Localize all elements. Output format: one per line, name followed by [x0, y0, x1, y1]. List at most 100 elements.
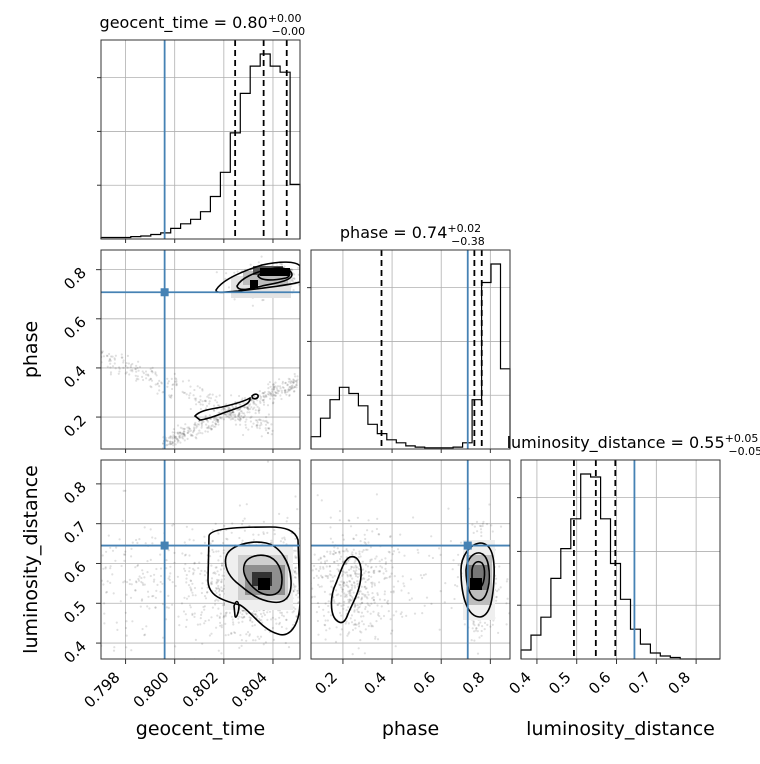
sample-point — [239, 611, 242, 614]
sample-point — [154, 371, 157, 374]
sample-point — [159, 567, 163, 570]
sample-point — [248, 633, 251, 636]
sample-point — [146, 373, 150, 376]
sample-point — [267, 387, 270, 390]
sample-point — [476, 530, 479, 533]
sample-point — [137, 378, 140, 381]
sample-point — [255, 425, 258, 428]
sample-point — [263, 391, 266, 394]
sample-point — [389, 535, 392, 538]
sample-point — [345, 561, 348, 565]
sample-point — [217, 550, 220, 553]
sample-point — [259, 397, 262, 400]
sample-point — [389, 618, 392, 621]
sample-point — [285, 520, 288, 523]
sample-point — [498, 565, 501, 568]
sample-point — [287, 380, 290, 383]
sample-point — [227, 415, 230, 418]
sample-point — [214, 522, 217, 525]
sample-point — [349, 617, 352, 620]
sample-point — [230, 615, 233, 618]
sample-point — [193, 562, 196, 565]
sample-point — [363, 585, 366, 589]
sample-point — [272, 638, 275, 642]
sample-point — [212, 572, 215, 575]
sample-point — [286, 390, 289, 394]
sample-point — [352, 537, 355, 540]
sample-point — [175, 380, 178, 383]
sample-point — [287, 389, 290, 392]
sample-point — [188, 394, 191, 397]
sample-point — [222, 408, 225, 411]
sample-point — [134, 367, 137, 370]
sample-point — [228, 611, 231, 615]
sample-point — [237, 617, 240, 620]
sample-point — [384, 567, 387, 571]
sample-point — [280, 389, 283, 392]
sample-point — [172, 434, 175, 437]
sample-point — [456, 576, 459, 579]
sample-point — [340, 614, 343, 617]
sample-point — [232, 411, 235, 414]
sample-point — [205, 426, 208, 429]
sample-point — [261, 615, 264, 618]
sample-point — [385, 576, 388, 580]
sample-point — [173, 439, 176, 443]
sample-point — [450, 606, 453, 610]
sample-point — [227, 412, 230, 415]
sample-point — [217, 423, 220, 426]
sample-point — [360, 585, 363, 588]
sample-point — [131, 541, 134, 544]
sample-point — [178, 434, 181, 437]
sample-point — [218, 615, 221, 618]
sample-point — [203, 574, 206, 577]
sample-point — [217, 599, 220, 602]
sample-point — [118, 366, 121, 369]
sample-point — [103, 602, 106, 605]
sample-point — [239, 419, 242, 422]
sample-point — [156, 382, 159, 385]
sample-point — [189, 433, 192, 436]
sample-point — [306, 568, 308, 570]
sample-point — [173, 437, 176, 440]
sample-point — [169, 442, 172, 445]
sample-point — [383, 598, 386, 602]
sample-point — [323, 590, 326, 594]
sample-point — [350, 621, 354, 624]
sample-point — [216, 614, 219, 617]
sample-point — [430, 602, 433, 606]
sample-point — [168, 394, 171, 397]
sample-point — [291, 386, 294, 389]
sample-point — [311, 569, 314, 572]
sample-point — [114, 559, 117, 562]
sample-point — [257, 409, 260, 412]
sample-point — [335, 626, 338, 629]
sample-point — [328, 573, 331, 576]
sample-point — [209, 542, 212, 545]
sample-point — [295, 380, 298, 383]
sample-point — [244, 423, 247, 426]
sample-point — [135, 581, 138, 584]
sample-point — [259, 419, 262, 422]
sample-point — [203, 605, 206, 608]
sample-point — [376, 517, 379, 521]
sample-point — [169, 443, 172, 446]
sample-point — [228, 412, 231, 415]
sample-point — [290, 268, 293, 271]
contour-small — [233, 600, 240, 618]
sample-point — [308, 553, 310, 555]
sample-point — [341, 550, 344, 553]
sample-point — [353, 561, 356, 564]
sample-point — [149, 574, 152, 578]
sample-point — [301, 602, 303, 604]
sample-point — [367, 571, 370, 574]
sample-point — [261, 392, 264, 395]
sample-point — [350, 553, 353, 556]
sample-point — [328, 627, 331, 630]
sample-point — [238, 646, 241, 650]
sample-point — [232, 410, 235, 414]
sample-point — [361, 601, 364, 604]
sample-point — [372, 569, 375, 573]
sample-point — [346, 550, 349, 553]
sample-point — [316, 494, 319, 497]
